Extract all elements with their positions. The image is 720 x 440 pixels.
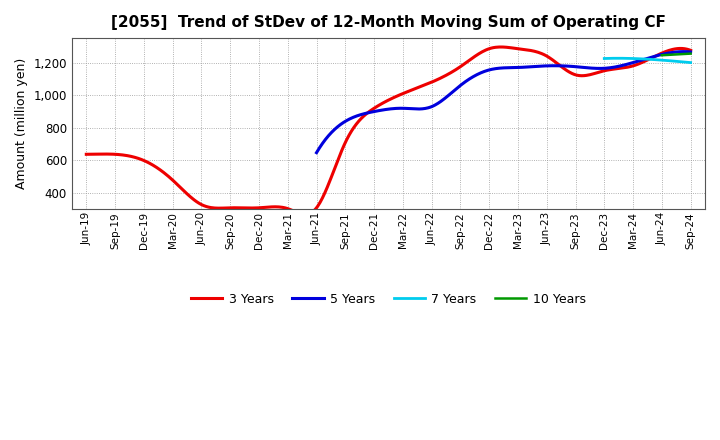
7 Years [686, 60, 695, 65]
3 Years [374, 103, 382, 108]
5 Years [492, 66, 501, 71]
5 Years [686, 49, 695, 55]
3 Years [443, 72, 451, 77]
7 Years [685, 60, 693, 65]
5 Years [312, 150, 321, 155]
3 Years [674, 46, 683, 51]
7 Years [614, 55, 623, 61]
5 Years [515, 65, 523, 70]
7 Years [641, 56, 649, 62]
7 Years [652, 57, 660, 62]
3 Years [580, 73, 588, 78]
5 Years [618, 62, 627, 68]
3 Years [410, 86, 419, 92]
Line: 7 Years: 7 Years [604, 58, 690, 62]
Line: 10 Years: 10 Years [662, 54, 690, 55]
5 Years [490, 66, 498, 72]
5 Years [678, 49, 686, 54]
3 Years [496, 44, 505, 50]
3 Years [82, 152, 91, 157]
3 Years [301, 212, 310, 217]
10 Years [657, 53, 666, 58]
7 Years [647, 57, 655, 62]
10 Years [686, 51, 695, 56]
Y-axis label: Amount (million yen): Amount (million yen) [15, 58, 28, 189]
Line: 3 Years: 3 Years [86, 47, 690, 214]
Legend: 3 Years, 5 Years, 7 Years, 10 Years: 3 Years, 5 Years, 7 Years, 10 Years [186, 288, 590, 311]
5 Years [535, 64, 544, 69]
3 Years [686, 48, 695, 53]
5 Years [680, 49, 688, 54]
Line: 5 Years: 5 Years [317, 51, 690, 153]
7 Years [642, 56, 650, 62]
7 Years [600, 56, 608, 61]
3 Years [370, 105, 379, 110]
Title: [2055]  Trend of StDev of 12-Month Moving Sum of Operating CF: [2055] Trend of StDev of 12-Month Moving… [111, 15, 666, 30]
7 Years [671, 59, 680, 64]
